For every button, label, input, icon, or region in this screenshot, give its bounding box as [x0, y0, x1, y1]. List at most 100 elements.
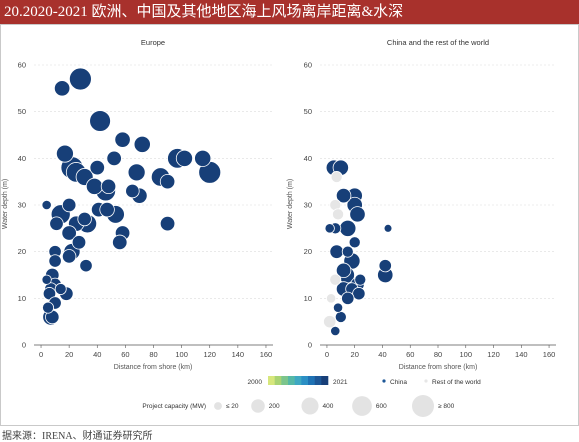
- europe-project-point: [49, 216, 64, 231]
- legend-year-end: 2021: [333, 379, 348, 386]
- china-project-point: [332, 302, 344, 313]
- size-legend-label: ≥ 800: [438, 403, 455, 410]
- europe-project-point: [61, 225, 77, 241]
- china-project-point: [326, 293, 337, 304]
- china-project-point: [330, 325, 341, 337]
- china-project-point: [349, 206, 366, 223]
- europe-x-tick-label: 120: [203, 350, 216, 359]
- europe-project-point: [159, 173, 176, 190]
- europe-x-tick-label: 100: [175, 350, 188, 359]
- europe-project-point: [114, 131, 131, 148]
- year-scale-segment: [281, 376, 289, 385]
- china-x-tick-label: 80: [434, 350, 442, 359]
- europe-ticks: 0 10 20 30 40 50 60 0 20 40 60 80 100 120 140 160: [18, 61, 273, 360]
- china-project-point: [354, 273, 367, 286]
- size-legend: ≤ 20 200 400 600 ≥ 800: [214, 395, 455, 417]
- china-points: [323, 159, 394, 337]
- legend-rest-of-world-marker: [424, 379, 428, 383]
- europe-project-point: [68, 67, 92, 91]
- china-y-tick-label: 30: [304, 201, 312, 210]
- source-note: 据来源：IRENA、财通证券研究所: [2, 431, 153, 442]
- legend-year-start: 2000: [248, 379, 263, 386]
- europe-project-point: [41, 274, 52, 285]
- europe-x-tick-label: 160: [260, 350, 273, 359]
- size-legend-label: 200: [269, 403, 280, 410]
- europe-y-tick-label: 10: [18, 294, 26, 303]
- china-y-tick-label: 20: [304, 247, 312, 256]
- year-scale-segment: [301, 376, 309, 385]
- china-project-point: [335, 262, 352, 279]
- china-panel-title: China and the rest of the world: [387, 38, 489, 47]
- size-legend-circle: [301, 397, 319, 415]
- size-legend-label: ≤ 20: [226, 403, 239, 410]
- size-legend-circle: [352, 396, 372, 416]
- year-scale-segment: [321, 376, 329, 385]
- china-project-point: [339, 219, 357, 237]
- europe-project-point: [53, 80, 71, 97]
- europe-x-tick-label: 40: [93, 350, 101, 359]
- china-project-point: [330, 171, 343, 183]
- china-project-point: [341, 245, 354, 258]
- legend-china-marker: [382, 379, 386, 383]
- china-project-point: [341, 291, 355, 305]
- legend-rest-of-world-label: Rest of the world: [432, 379, 481, 386]
- europe-project-point: [61, 249, 77, 264]
- europe-project-point: [54, 283, 67, 295]
- europe-y-tick-label: 60: [18, 61, 26, 70]
- europe-x-tick-label: 80: [149, 350, 157, 359]
- europe-project-point: [77, 211, 92, 227]
- europe-project-point: [106, 150, 122, 167]
- europe-y-tick-label: 0: [22, 341, 26, 350]
- europe-project-point: [61, 197, 77, 213]
- china-ticks: 0 10 20 30 40 50 60 0 20 40 60 80 100 120 140 160: [304, 61, 556, 360]
- china-y-tick-label: 10: [304, 294, 312, 303]
- china-x-tick-label: 120: [487, 350, 500, 359]
- europe-y-tick-label: 40: [18, 154, 26, 163]
- europe-y-tick-label: 30: [18, 201, 26, 210]
- size-legend-circle: [412, 395, 434, 417]
- page-title: 20.2020-2021 欧洲、中国及其他地区海上风场离岸距离&水深: [0, 0, 579, 24]
- europe-project-point: [99, 201, 115, 218]
- china-project-point: [335, 187, 352, 204]
- europe-project-point: [112, 234, 128, 251]
- china-project-point: [329, 273, 342, 286]
- china-x-tick-label: 60: [406, 350, 414, 359]
- europe-project-point: [79, 259, 93, 273]
- china-project-point: [383, 224, 393, 233]
- legend-size-title: Project capacity (MW): [142, 403, 206, 410]
- china-x-axis-label: Distance from shore (km): [399, 364, 478, 371]
- size-legend-circle: [214, 402, 222, 410]
- china-x-tick-label: 0: [325, 350, 329, 359]
- china-y-axis-label: Water depth (m): [287, 179, 294, 229]
- europe-panel-title: Europe: [141, 38, 165, 47]
- china-project-point: [348, 236, 361, 249]
- europe-project-point: [133, 135, 151, 153]
- europe-project-point: [194, 149, 212, 167]
- year-scale-segment: [294, 376, 302, 385]
- europe-y-axis-label: Water depth (m): [2, 179, 9, 229]
- europe-x-tick-label: 0: [39, 350, 43, 359]
- china-project-point: [352, 287, 366, 301]
- size-legend-label: 600: [376, 403, 387, 410]
- year-scale-segment: [308, 376, 315, 385]
- europe-project-point: [89, 159, 105, 176]
- europe-project-point: [55, 144, 74, 163]
- legend-china-label: China: [390, 379, 407, 386]
- year-color-scale: [268, 376, 329, 385]
- china-project-point: [334, 311, 347, 323]
- europe-project-point: [89, 110, 111, 132]
- china-project-point: [324, 223, 335, 234]
- year-scale-segment: [288, 376, 295, 385]
- china-y-tick-label: 0: [308, 341, 312, 350]
- china-y-tick-label: 50: [304, 107, 312, 116]
- europe-project-point: [42, 301, 55, 314]
- china-project-point: [332, 208, 345, 221]
- europe-project-point: [175, 149, 193, 167]
- china-project-point: [378, 259, 392, 273]
- china-x-tick-label: 160: [543, 350, 556, 359]
- europe-y-tick-label: 20: [18, 247, 26, 256]
- europe-project-point: [127, 163, 146, 182]
- year-scale-segment: [314, 376, 322, 385]
- size-legend-label: 400: [323, 403, 334, 410]
- china-project-point: [329, 244, 344, 259]
